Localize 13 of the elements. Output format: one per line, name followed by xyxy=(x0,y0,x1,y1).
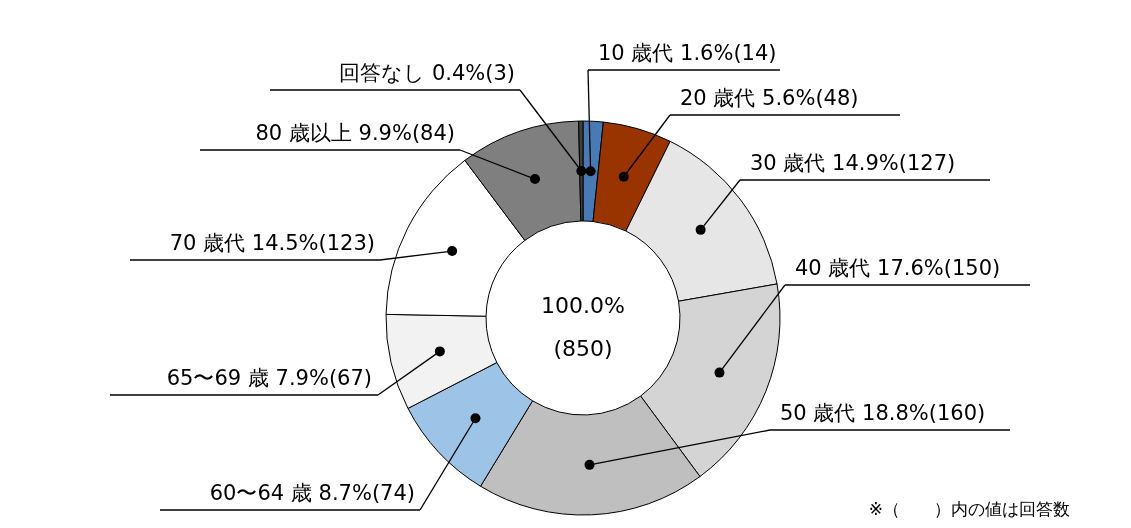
text: ※（ ）内の値は回答数 xyxy=(868,499,1070,519)
text: (850) xyxy=(553,336,613,361)
slice-label: 60〜64 歳 8.7%(74) xyxy=(209,481,415,505)
slice-label: 10 歳代 1.6%(14) xyxy=(598,41,777,65)
slice-label: 80 歳以上 9.9%(84) xyxy=(255,121,455,145)
slice-label: 50 歳代 18.8%(160) xyxy=(780,401,986,425)
slice-label: 65〜69 歳 7.9%(67) xyxy=(166,366,372,390)
text: 100.0% xyxy=(541,293,625,318)
slice-label: 40 歳代 17.6%(150) xyxy=(795,256,1001,280)
slice-label: 回答なし 0.4%(3) xyxy=(339,61,515,85)
slice-label: 20 歳代 5.6%(48) xyxy=(680,86,859,110)
slice-label: 70 歳代 14.5%(123) xyxy=(169,231,375,255)
slice-label: 30 歳代 14.9%(127) xyxy=(750,151,956,175)
